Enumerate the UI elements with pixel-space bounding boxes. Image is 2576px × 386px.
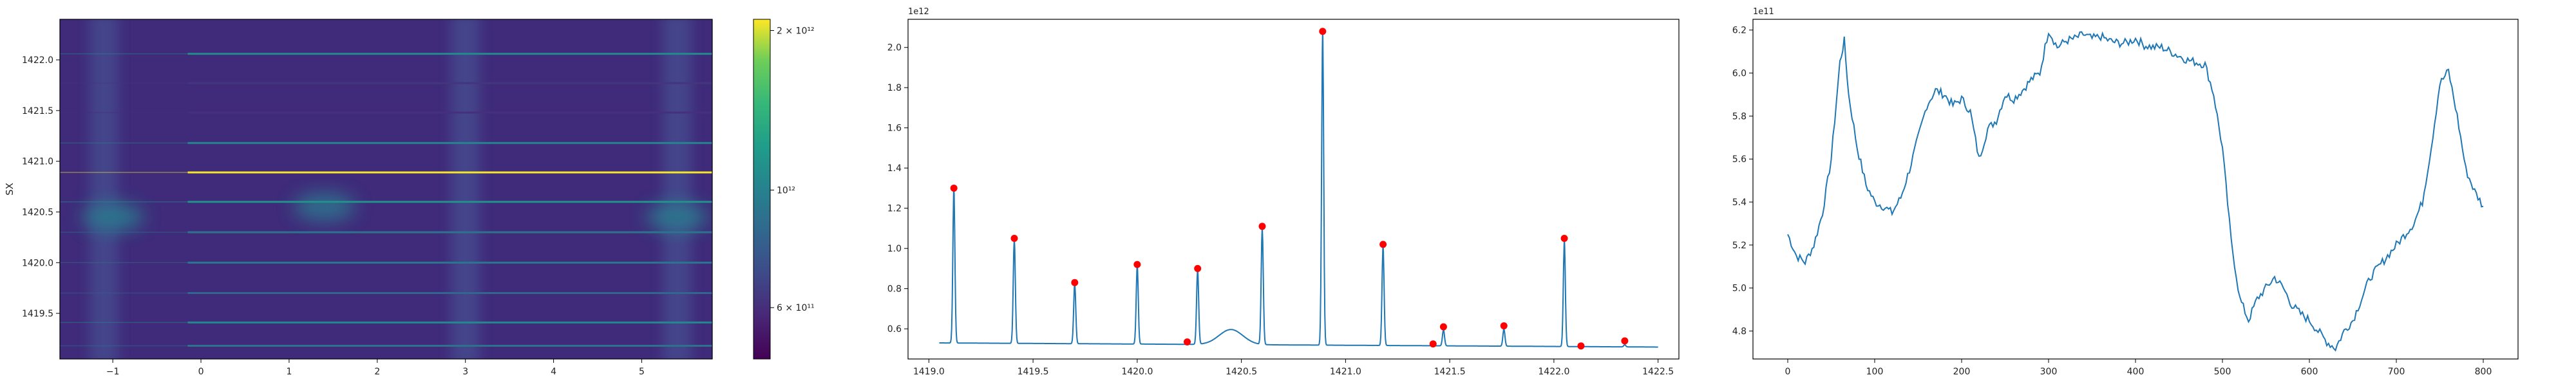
colorbar-tick-label: 10¹² xyxy=(777,185,795,196)
heatmap-x-tick-label: −1 xyxy=(106,367,120,377)
peak-marker xyxy=(1071,279,1078,286)
peak-marker xyxy=(1319,28,1326,35)
peaks-offset-text: 1e12 xyxy=(908,7,929,17)
heatmap-band xyxy=(90,13,118,365)
series-offset-text: 1e11 xyxy=(1753,7,1774,17)
peak-marker xyxy=(1379,241,1387,248)
series-y-tick-label: 6.0 xyxy=(1732,69,1747,79)
series-x-tick-label: 600 xyxy=(2301,367,2318,377)
peaks-y-ticks: 0.6 0.8 1.0 1.2 1.4 1.6 1.8 2.0 xyxy=(887,43,908,335)
peak-marker xyxy=(1430,340,1437,347)
heatmap-y-ticks: 1419.5 1420.0 1420.5 1421.0 1421.5 1422.0 xyxy=(22,55,60,319)
colorbar-tick-label: 2 × 10¹² xyxy=(777,26,815,36)
peaks-y-tick-label: 1.2 xyxy=(887,204,902,214)
series-y-tick-label: 5.0 xyxy=(1732,284,1747,294)
heatmap-band xyxy=(451,13,480,365)
peak-marker xyxy=(1258,223,1265,230)
peak-marker xyxy=(1501,322,1508,329)
heatmap-band xyxy=(663,13,691,365)
series-y-tick-label: 5.8 xyxy=(1732,111,1747,122)
series-y-tick-label: 4.8 xyxy=(1732,327,1747,337)
series-x-tick-label: 800 xyxy=(2475,367,2492,377)
colorbar-tick-label: 6 × 10¹¹ xyxy=(777,303,815,313)
heatmap-y-axis-label: SX xyxy=(4,183,15,196)
series-x-tick-label: 700 xyxy=(2388,367,2405,377)
heatmap-hotspot xyxy=(646,203,708,231)
peak-marker xyxy=(1184,338,1191,345)
peaks-y-tick-label: 2.0 xyxy=(887,43,902,53)
peaks-y-tick-label: 1.4 xyxy=(887,163,902,174)
series-x-tick-label: 300 xyxy=(2040,367,2058,377)
peak-marker xyxy=(1561,235,1568,242)
heatmap-y-tick-label: 1422.0 xyxy=(22,55,53,66)
series-x-ticks: 0 100 200 300 400 500 600 700 800 xyxy=(1785,359,2492,377)
heatmap-y-tick-label: 1419.5 xyxy=(22,309,53,319)
peak-marker xyxy=(1577,342,1584,349)
series-y-tick-label: 5.6 xyxy=(1732,154,1747,165)
heatmap-y-tick-label: 1420.5 xyxy=(22,207,53,217)
peaks-x-tick-label: 1419.0 xyxy=(913,367,945,377)
peaks-y-tick-label: 0.8 xyxy=(887,284,902,295)
colorbar-gradient xyxy=(753,19,770,359)
peaks-y-tick-label: 1.6 xyxy=(887,124,902,134)
heatmap-x-tick-label: 2 xyxy=(374,367,380,377)
peaks-x-tick-label: 1420.5 xyxy=(1226,367,1257,377)
series-y-tick-label: 6.2 xyxy=(1732,26,1747,36)
heatmap-x-ticks: −1 0 1 2 3 4 5 xyxy=(106,359,645,377)
series-panel: 1e11 0 100 200 300 400 500 600 700 800 4.8 5.0 5.2… xyxy=(1732,7,2518,377)
heatmap-x-tick-label: 3 xyxy=(462,367,468,377)
peaks-y-tick-label: 0.6 xyxy=(887,324,902,335)
peaks-x-ticks: 1419.0 1419.5 1420.0 1420.5 1421.0 1421.5 1422… xyxy=(913,359,1674,377)
heatmap-hotspot xyxy=(82,203,144,231)
heatmap-x-tick-label: 1 xyxy=(286,367,292,377)
peak-marker xyxy=(1133,261,1141,268)
colorbar-ticks: 2 × 10¹² 10¹² 6 × 10¹¹ xyxy=(770,26,815,313)
peaks-x-tick-label: 1421.0 xyxy=(1330,367,1361,377)
series-y-tick-label: 5.2 xyxy=(1732,241,1747,251)
peaks-x-tick-label: 1419.5 xyxy=(1018,367,1049,377)
peaks-y-tick-label: 1.8 xyxy=(887,83,902,93)
heatmap-x-tick-label: 5 xyxy=(639,367,645,377)
heatmap-background xyxy=(60,19,712,359)
peaks-x-tick-label: 1422.5 xyxy=(1642,367,1674,377)
heatmap-y-tick-label: 1421.0 xyxy=(22,157,53,167)
peaks-panel: 1e12 1419.0 1419.5 1420.0 1420.5 1421.0 1421.… xyxy=(887,7,1679,377)
peaks-x-tick-label: 1421.5 xyxy=(1434,367,1466,377)
colorbar: 2 × 10¹² 10¹² 6 × 10¹¹ xyxy=(753,19,815,359)
peak-marker xyxy=(1440,324,1447,331)
heatmap-y-tick-label: 1421.5 xyxy=(22,106,53,116)
heatmap-hotspot xyxy=(294,193,355,221)
series-x-tick-label: 200 xyxy=(1953,367,1971,377)
series-x-tick-label: 500 xyxy=(2214,367,2231,377)
series-x-tick-label: 400 xyxy=(2127,367,2145,377)
peaks-x-tick-label: 1422.0 xyxy=(1538,367,1569,377)
peaks-y-tick-label: 1.0 xyxy=(887,244,902,254)
series-y-tick-label: 5.4 xyxy=(1732,198,1747,208)
series-y-ticks: 4.8 5.0 5.2 5.4 5.6 5.8 6.0 6.2 xyxy=(1732,26,1753,337)
series-x-tick-label: 100 xyxy=(1866,367,1884,377)
heatmap-x-tick-label: 4 xyxy=(551,367,556,377)
peak-marker xyxy=(1010,235,1018,242)
heatmap-x-tick-label: 0 xyxy=(198,367,204,377)
series-x-tick-label: 0 xyxy=(1785,367,1791,377)
peak-marker xyxy=(951,185,958,192)
peak-marker xyxy=(1194,265,1201,272)
peaks-x-tick-label: 1420.0 xyxy=(1121,367,1153,377)
peak-marker xyxy=(1621,337,1628,344)
heatmap-y-tick-label: 1420.0 xyxy=(22,258,53,268)
heatmap-panel: −1 0 1 2 3 4 5 1419.51420.01420.51421.01421.51… xyxy=(4,13,712,377)
